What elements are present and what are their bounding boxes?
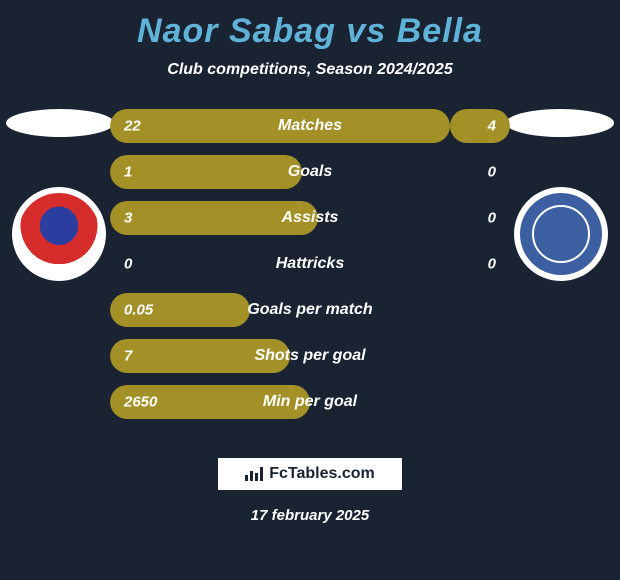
stat-row: Goals1 0 — [110, 155, 510, 189]
bars-container: Matches224Goals10Assists30Hattricks00Goa… — [110, 109, 510, 431]
club-badge-left — [12, 187, 106, 281]
stat-value-left: 22 — [124, 118, 141, 135]
subtitle: Club competitions, Season 2024/2025 — [0, 61, 620, 79]
stat-value-right: 0 — [488, 256, 496, 273]
stat-row: Goals per match0.05 — [110, 293, 510, 327]
stat-value-left: 2650 — [124, 394, 157, 411]
stat-row: Assists3 0 — [110, 201, 510, 235]
barchart-icon — [245, 467, 263, 481]
stat-value-right: 4 — [488, 118, 496, 135]
stat-label: Goals — [110, 155, 510, 189]
stat-value-right: 0 — [488, 164, 496, 181]
stat-value-left: 3 — [124, 210, 132, 227]
side-ellipse-right — [506, 109, 614, 137]
page-title: Naor Sabag vs Bella — [0, 0, 620, 51]
stat-value-left: 1 — [124, 164, 132, 181]
club-badge-right-art — [520, 193, 602, 275]
stat-label: Assists — [110, 201, 510, 235]
stat-value-right: 0 — [488, 210, 496, 227]
side-ellipse-left — [6, 109, 114, 137]
stat-row: Min per goal2650 — [110, 385, 510, 419]
club-badge-left-art — [18, 193, 100, 275]
stat-row: Hattricks0 0 — [110, 247, 510, 281]
stat-label: Min per goal — [110, 385, 510, 419]
comparison-panel: Matches224Goals10Assists30Hattricks00Goa… — [0, 109, 620, 429]
club-badge-right — [514, 187, 608, 281]
stat-label: Goals per match — [110, 293, 510, 327]
stat-label: Matches — [110, 109, 510, 143]
stat-row: Matches22 4 — [110, 109, 510, 143]
stat-row: Shots per goal7 — [110, 339, 510, 373]
brand-text: FcTables.com — [269, 465, 375, 483]
stat-value-left: 0.05 — [124, 302, 153, 319]
stat-value-left: 7 — [124, 348, 132, 365]
stat-value-left: 0 — [124, 256, 132, 273]
stat-label: Hattricks — [110, 247, 510, 281]
footer-date: 17 february 2025 — [0, 507, 620, 524]
brand-logo[interactable]: FcTables.com — [217, 457, 403, 491]
stat-label: Shots per goal — [110, 339, 510, 373]
